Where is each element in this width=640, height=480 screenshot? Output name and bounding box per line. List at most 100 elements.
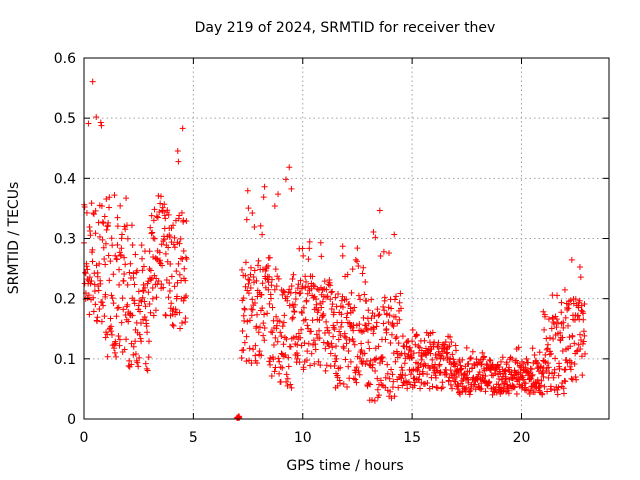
data-point <box>176 212 183 219</box>
data-point <box>280 319 287 326</box>
data-point <box>327 350 334 357</box>
data-point <box>360 314 367 321</box>
data-point <box>417 385 424 392</box>
data-point <box>308 350 315 357</box>
data-point <box>142 303 149 310</box>
data-point <box>418 379 425 386</box>
data-point <box>398 375 405 382</box>
data-point <box>327 282 334 289</box>
data-point <box>522 380 529 387</box>
data-point <box>486 356 493 363</box>
data-point <box>476 369 483 376</box>
data-point <box>403 378 410 385</box>
data-point <box>328 305 335 312</box>
data-point <box>136 331 143 338</box>
data-point <box>157 193 164 200</box>
data-point <box>576 263 583 270</box>
data-point <box>354 258 361 265</box>
data-point <box>362 278 369 285</box>
data-point <box>437 355 444 362</box>
data-point <box>103 226 110 233</box>
data-point <box>319 298 326 305</box>
data-point <box>317 300 324 307</box>
data-point <box>471 381 478 388</box>
data-point <box>179 125 186 132</box>
data-point <box>241 306 248 313</box>
data-point <box>424 380 431 387</box>
data-point <box>239 327 246 334</box>
data-point <box>259 305 266 312</box>
data-point <box>89 258 96 265</box>
data-point <box>158 281 165 288</box>
data-point <box>452 378 459 385</box>
data-point <box>439 384 446 391</box>
data-point <box>255 329 262 336</box>
data-point <box>310 337 317 344</box>
data-point <box>304 322 311 329</box>
data-point <box>258 291 265 298</box>
data-point <box>254 359 261 366</box>
data-point <box>365 339 372 346</box>
data-point <box>130 274 137 281</box>
data-point <box>156 249 163 256</box>
data-point <box>554 391 561 398</box>
data-point <box>305 256 312 263</box>
data-point <box>160 284 167 291</box>
data-point <box>365 320 372 327</box>
data-point <box>498 384 505 391</box>
data-point <box>154 214 161 221</box>
data-point <box>159 262 166 269</box>
data-point <box>139 255 146 262</box>
data-point <box>131 297 138 304</box>
data-point <box>84 294 91 301</box>
data-point <box>312 341 319 348</box>
data-point <box>539 391 546 398</box>
data-point <box>244 318 251 325</box>
data-point <box>308 285 315 292</box>
data-point <box>300 304 307 311</box>
data-point <box>296 359 303 366</box>
data-point <box>102 261 109 268</box>
data-point <box>390 378 397 385</box>
data-point <box>371 397 378 404</box>
data-point <box>114 214 121 221</box>
data-point <box>298 326 305 333</box>
data-point <box>95 219 102 226</box>
data-point <box>121 346 128 353</box>
data-point <box>526 390 533 397</box>
data-point <box>356 371 363 378</box>
data-point <box>361 291 368 298</box>
data-point <box>382 374 389 381</box>
data-point <box>342 356 349 363</box>
data-point <box>107 258 114 265</box>
data-point <box>429 356 436 363</box>
data-point <box>168 300 175 307</box>
data-point <box>322 367 329 374</box>
data-point <box>297 334 304 341</box>
data-point <box>268 282 275 289</box>
data-point <box>509 355 516 362</box>
data-point <box>148 230 155 237</box>
data-point <box>114 223 121 230</box>
data-point <box>408 354 415 361</box>
data-point <box>255 262 262 269</box>
data-point <box>386 249 393 256</box>
data-point <box>528 366 535 373</box>
data-point <box>147 309 154 316</box>
data-point <box>356 321 363 328</box>
data-point <box>297 277 304 284</box>
data-point <box>164 207 171 214</box>
data-point <box>247 264 254 271</box>
data-point <box>328 340 335 347</box>
data-point <box>446 374 453 381</box>
data-point <box>246 277 253 284</box>
data-point <box>105 252 112 259</box>
data-point <box>338 311 345 318</box>
data-point <box>100 302 107 309</box>
data-point <box>101 255 108 262</box>
data-point <box>555 372 562 379</box>
data-point <box>445 377 452 384</box>
data-point <box>465 360 472 367</box>
data-point <box>511 384 518 391</box>
data-point <box>306 238 313 245</box>
